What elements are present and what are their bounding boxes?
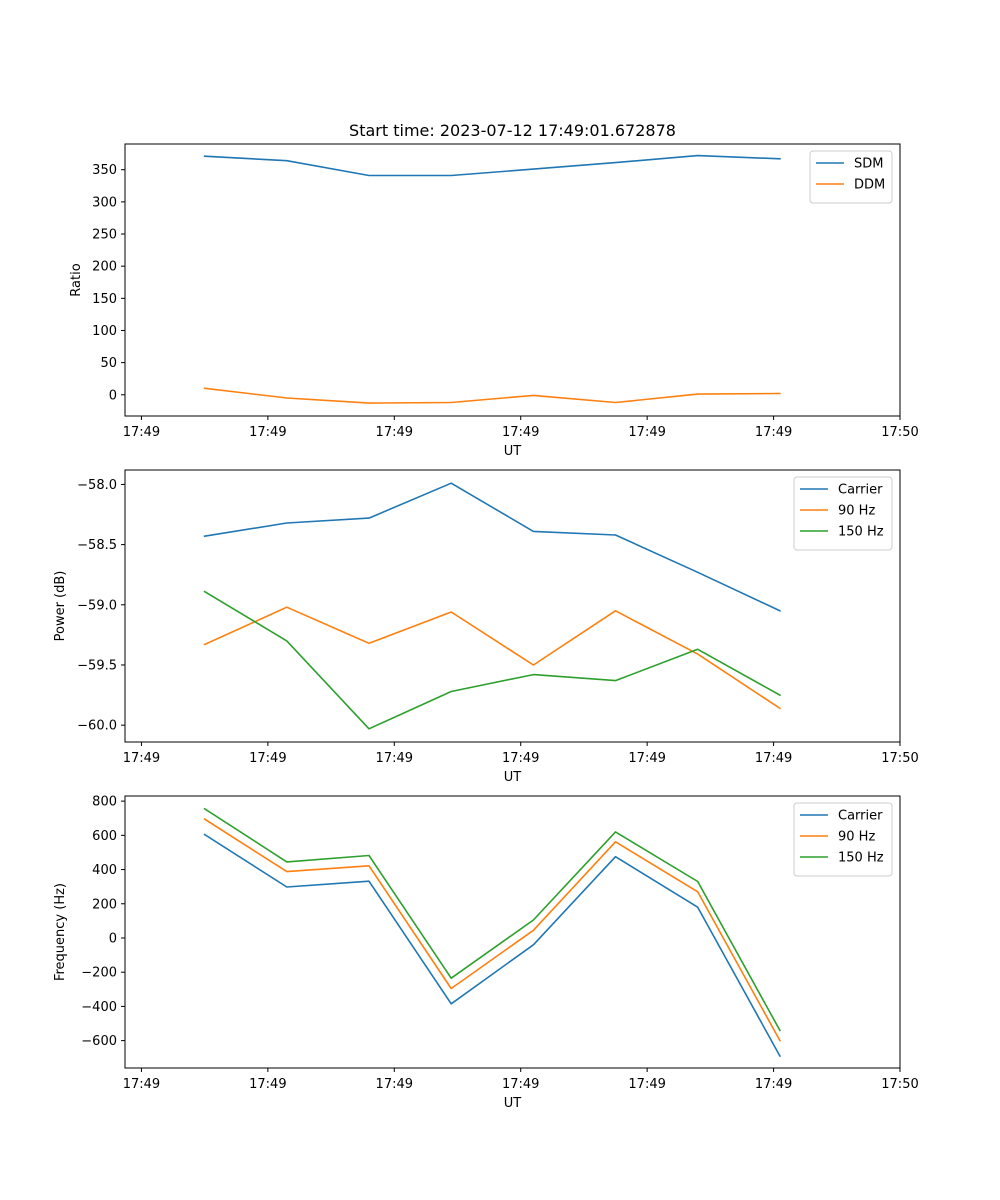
figure-title: Start time: 2023-07-12 17:49:01.672878	[349, 121, 676, 140]
x-tick-label: 17:50	[881, 751, 918, 766]
y-tick-label: −600	[81, 1034, 117, 1049]
x-tick-label: 17:49	[755, 751, 792, 766]
y-tick-label: 0	[109, 931, 117, 946]
x-tick-label: 17:49	[628, 1077, 665, 1092]
x-tick-label: 17:50	[881, 1077, 918, 1092]
y-axis-label: Ratio	[69, 263, 84, 296]
x-tick-label: 17:49	[123, 1077, 160, 1092]
y-axis-label: Frequency (Hz)	[53, 883, 68, 981]
y-tick-label: −58.0	[77, 478, 117, 493]
y-tick-label: 400	[92, 863, 117, 878]
x-tick-label: 17:49	[502, 425, 539, 440]
series-line-carrier	[203, 833, 781, 1058]
y-tick-label: 100	[92, 324, 117, 339]
y-tick-label: 150	[92, 292, 117, 307]
chart-panel-1: 17:49 17:49 17:49 17:49 17:49 17:49 17:50 0 50 10…	[69, 143, 919, 459]
legend-label: 150 Hz	[838, 525, 884, 540]
series-line-ddm	[203, 387, 781, 404]
x-tick-label: 17:49	[502, 1077, 539, 1092]
y-tick-label: −200	[81, 966, 117, 981]
x-axis-label: UT	[504, 1096, 522, 1111]
x-tick-label: 17:49	[628, 425, 665, 440]
chart-panel-3: 17:49 17:49 17:49 17:49 17:49 17:49 17:50 −600 −…	[53, 795, 919, 1111]
x-tick-label: 17:49	[376, 425, 413, 440]
x-axis-label: UT	[504, 770, 522, 785]
y-tick-label: 250	[92, 228, 117, 243]
x-tick-label: 17:49	[123, 751, 160, 766]
series-line-90-hz	[203, 817, 781, 1042]
plot-frame	[124, 469, 901, 743]
legend-label: 90 Hz	[838, 504, 875, 519]
y-tick-label: −59.0	[77, 598, 117, 613]
plot-frame	[124, 143, 901, 417]
y-tick-label: 200	[92, 897, 117, 912]
x-tick-label: 17:49	[376, 751, 413, 766]
x-tick-label: 17:49	[249, 751, 286, 766]
y-tick-label: 200	[92, 260, 117, 275]
legend-box	[809, 150, 893, 204]
y-axis-label: Power (dB)	[53, 571, 68, 642]
x-tick-label: 17:49	[123, 425, 160, 440]
series-line-carrier	[203, 482, 781, 612]
legend-label: Carrier	[838, 483, 883, 498]
x-tick-label: 17:49	[376, 1077, 413, 1092]
y-tick-label: 0	[109, 388, 117, 403]
x-tick-label: 17:49	[249, 425, 286, 440]
x-tick-label: 17:49	[755, 425, 792, 440]
series-line-150-hz	[203, 590, 781, 730]
x-tick-label: 17:50	[881, 425, 918, 440]
y-tick-label: 800	[92, 795, 117, 810]
chart-panel-2: 17:49 17:49 17:49 17:49 17:49 17:49 17:50 −60.0…	[53, 469, 919, 785]
legend-label: 150 Hz	[838, 851, 884, 866]
plot-frame	[124, 795, 901, 1069]
legend-label: 90 Hz	[838, 830, 875, 845]
x-tick-label: 17:49	[628, 751, 665, 766]
x-tick-label: 17:49	[502, 751, 539, 766]
x-tick-label: 17:49	[249, 1077, 286, 1092]
y-tick-label: −59.5	[77, 658, 117, 673]
y-tick-label: 300	[92, 195, 117, 210]
legend-label: DDM	[854, 178, 885, 193]
y-tick-label: 350	[92, 163, 117, 178]
legend-label: Carrier	[838, 809, 883, 824]
series-line-90-hz	[203, 606, 782, 710]
series-line-sdm	[203, 154, 781, 177]
x-tick-label: 17:49	[755, 1077, 792, 1092]
y-tick-label: 50	[100, 356, 117, 371]
y-tick-label: 600	[92, 829, 117, 844]
y-tick-label: −58.5	[77, 538, 117, 553]
y-tick-label: −400	[81, 1000, 117, 1015]
legend: SDM DDM	[809, 150, 893, 204]
series-line-150-hz	[203, 807, 781, 1032]
y-tick-label: −60.0	[77, 719, 117, 734]
legend-label: SDM	[854, 157, 883, 172]
x-axis-label: UT	[504, 444, 522, 459]
charts-container: 17:49 17:49 17:49 17:49 17:49 17:49 17:50 0 50 10…	[53, 143, 919, 1111]
legend: Carrier 90 Hz 150 Hz	[793, 476, 893, 551]
legend: Carrier 90 Hz 150 Hz	[793, 802, 893, 877]
